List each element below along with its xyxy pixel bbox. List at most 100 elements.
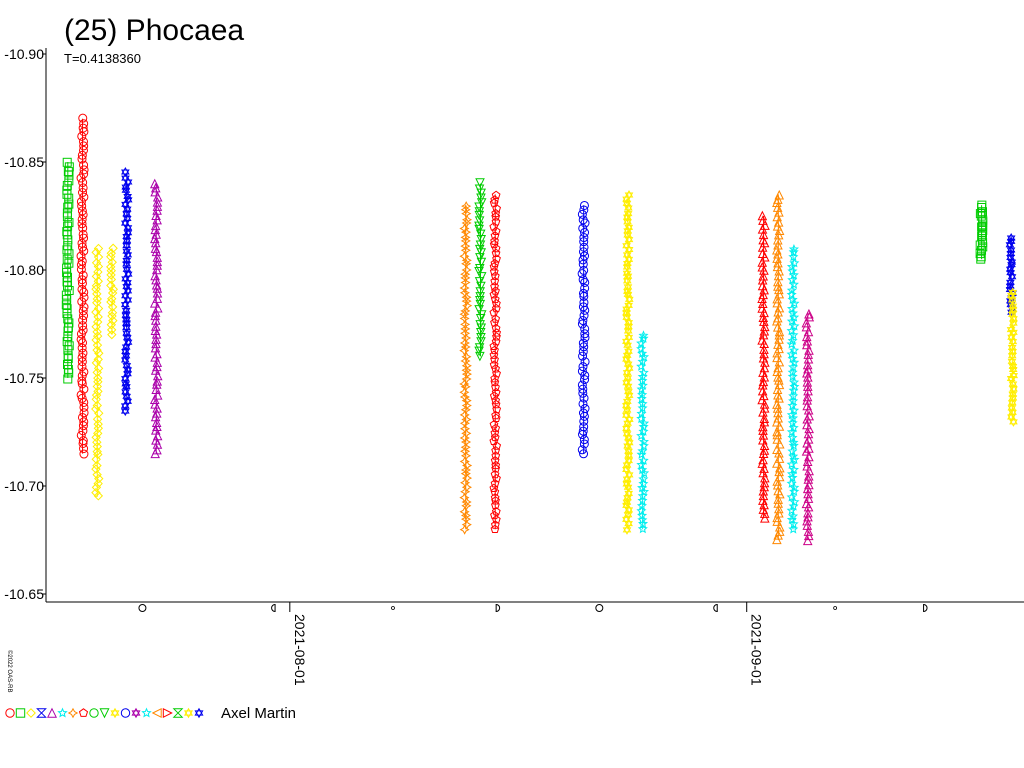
data-point — [760, 472, 770, 483]
data-point — [759, 307, 769, 318]
data-point — [491, 464, 501, 473]
data-point — [580, 329, 590, 339]
data-point — [622, 264, 632, 272]
legend-symbol — [46, 707, 58, 718]
data-point — [788, 464, 800, 474]
data-point — [774, 521, 785, 532]
data-point — [459, 282, 470, 294]
data-point — [123, 337, 133, 345]
data-point — [79, 292, 89, 302]
data-point — [461, 217, 472, 229]
legend-symbol — [67, 707, 79, 719]
data-point — [774, 284, 784, 295]
data-point — [491, 496, 500, 505]
data-point — [760, 513, 770, 523]
data-point — [476, 257, 487, 268]
data-point — [123, 367, 133, 375]
data-point — [491, 413, 501, 423]
data-point — [759, 371, 770, 382]
data-point — [62, 308, 72, 318]
data-point — [490, 478, 500, 488]
data-point — [460, 510, 472, 521]
data-point — [624, 521, 633, 529]
data-point — [578, 275, 588, 285]
data-point — [803, 349, 814, 359]
data-point — [490, 236, 499, 245]
data-point — [131, 710, 141, 719]
data-point — [579, 311, 589, 321]
data-point — [1008, 336, 1018, 345]
data-point — [975, 240, 985, 250]
data-point — [5, 708, 15, 718]
data-point — [76, 251, 86, 261]
data-point — [78, 137, 88, 147]
data-point — [120, 708, 131, 718]
data-point — [577, 366, 587, 376]
data-point — [622, 307, 631, 316]
data-point — [637, 402, 648, 413]
data-point — [91, 394, 101, 405]
x-tick-label: 2021-08-01 — [292, 614, 308, 686]
data-point — [758, 490, 769, 501]
data-point — [122, 233, 132, 242]
series-4 — [120, 166, 133, 417]
data-point — [786, 505, 797, 515]
data-point — [123, 295, 133, 303]
data-point — [460, 341, 471, 352]
data-point — [460, 232, 471, 243]
data-point — [461, 351, 472, 362]
data-point — [15, 708, 26, 718]
data-point — [774, 225, 785, 236]
data-point — [489, 222, 499, 231]
data-point — [787, 400, 798, 411]
data-point — [489, 350, 499, 359]
data-point — [92, 367, 102, 378]
data-point — [580, 404, 590, 414]
data-point — [492, 441, 502, 450]
data-point — [580, 283, 590, 293]
data-point — [121, 378, 131, 387]
data-point — [804, 423, 814, 434]
data-point — [92, 400, 102, 411]
data-point — [76, 173, 86, 183]
data-point — [460, 436, 472, 448]
data-point — [624, 416, 634, 425]
legend-symbol — [183, 707, 194, 719]
data-point — [93, 449, 103, 460]
data-point — [492, 254, 501, 263]
data-point — [787, 353, 798, 364]
data-point — [64, 176, 74, 186]
data-point — [461, 414, 472, 425]
data-point — [622, 196, 631, 205]
data-point — [474, 202, 484, 213]
data-point — [773, 217, 784, 227]
data-point — [475, 229, 486, 240]
data-point — [774, 447, 784, 458]
data-point — [1008, 391, 1018, 400]
data-point — [786, 514, 797, 525]
data-point — [1008, 348, 1017, 357]
data-point — [108, 284, 119, 295]
data-point — [121, 344, 131, 352]
data-point — [774, 421, 785, 431]
data-point — [77, 242, 87, 252]
data-point — [786, 491, 797, 502]
data-point — [123, 176, 133, 185]
data-point — [152, 370, 163, 381]
data-point — [63, 332, 73, 342]
data-point — [474, 263, 485, 274]
data-point — [637, 523, 648, 534]
data-point — [803, 526, 814, 536]
data-point — [150, 310, 161, 321]
data-point — [122, 314, 131, 323]
data-point — [106, 325, 117, 335]
data-point — [623, 205, 633, 214]
data-point — [1008, 381, 1018, 390]
data-point — [1006, 292, 1016, 301]
data-point — [623, 509, 633, 518]
data-point — [79, 141, 89, 151]
data-point — [194, 710, 204, 719]
data-point — [150, 352, 160, 362]
data-point — [623, 495, 632, 503]
data-point — [93, 419, 103, 429]
